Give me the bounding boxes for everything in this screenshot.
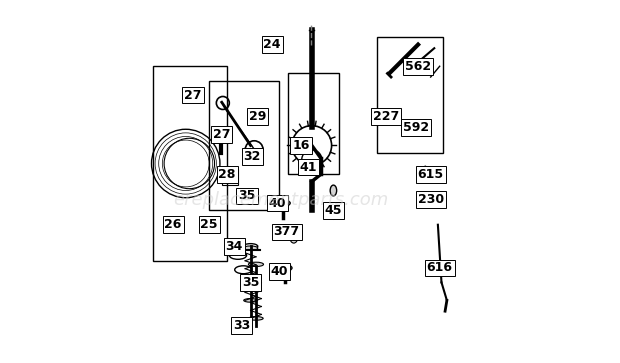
Text: 32: 32 [244, 150, 261, 163]
Ellipse shape [235, 266, 252, 274]
Text: 45: 45 [325, 204, 342, 217]
Ellipse shape [278, 265, 292, 271]
Bar [288, 73, 339, 174]
Text: 25: 25 [200, 218, 218, 231]
Ellipse shape [244, 246, 258, 250]
Ellipse shape [249, 317, 263, 320]
Text: 377: 377 [273, 225, 299, 238]
Text: 27: 27 [184, 89, 202, 102]
Text: 33: 33 [233, 319, 250, 332]
Text: 592: 592 [403, 121, 429, 134]
Bar [222, 169, 238, 185]
Text: 230: 230 [418, 193, 444, 206]
Text: 34: 34 [226, 240, 243, 253]
Text: 227: 227 [373, 110, 399, 123]
Ellipse shape [276, 200, 290, 206]
Text: 615: 615 [418, 168, 444, 181]
Text: 35: 35 [242, 276, 259, 289]
Ellipse shape [330, 208, 337, 219]
Text: 28: 28 [218, 168, 236, 181]
Bar [376, 37, 443, 153]
Text: 616: 616 [427, 261, 453, 274]
Text: 41: 41 [299, 160, 317, 174]
Ellipse shape [330, 185, 337, 196]
Text: 24: 24 [264, 38, 281, 51]
Ellipse shape [290, 232, 298, 243]
Text: 40: 40 [269, 197, 286, 209]
Ellipse shape [229, 252, 247, 259]
Text: 27: 27 [213, 128, 231, 141]
Bar [209, 81, 280, 210]
Text: ereplacementparts.com: ereplacementparts.com [174, 191, 389, 208]
Text: 29: 29 [249, 110, 267, 123]
Text: 40: 40 [271, 265, 288, 278]
Text: 562: 562 [405, 60, 431, 73]
Text: 26: 26 [164, 218, 182, 231]
Ellipse shape [244, 299, 257, 302]
Text: 16: 16 [292, 139, 309, 152]
Text: 35: 35 [238, 189, 255, 203]
Ellipse shape [249, 262, 264, 266]
Bar [153, 66, 227, 261]
